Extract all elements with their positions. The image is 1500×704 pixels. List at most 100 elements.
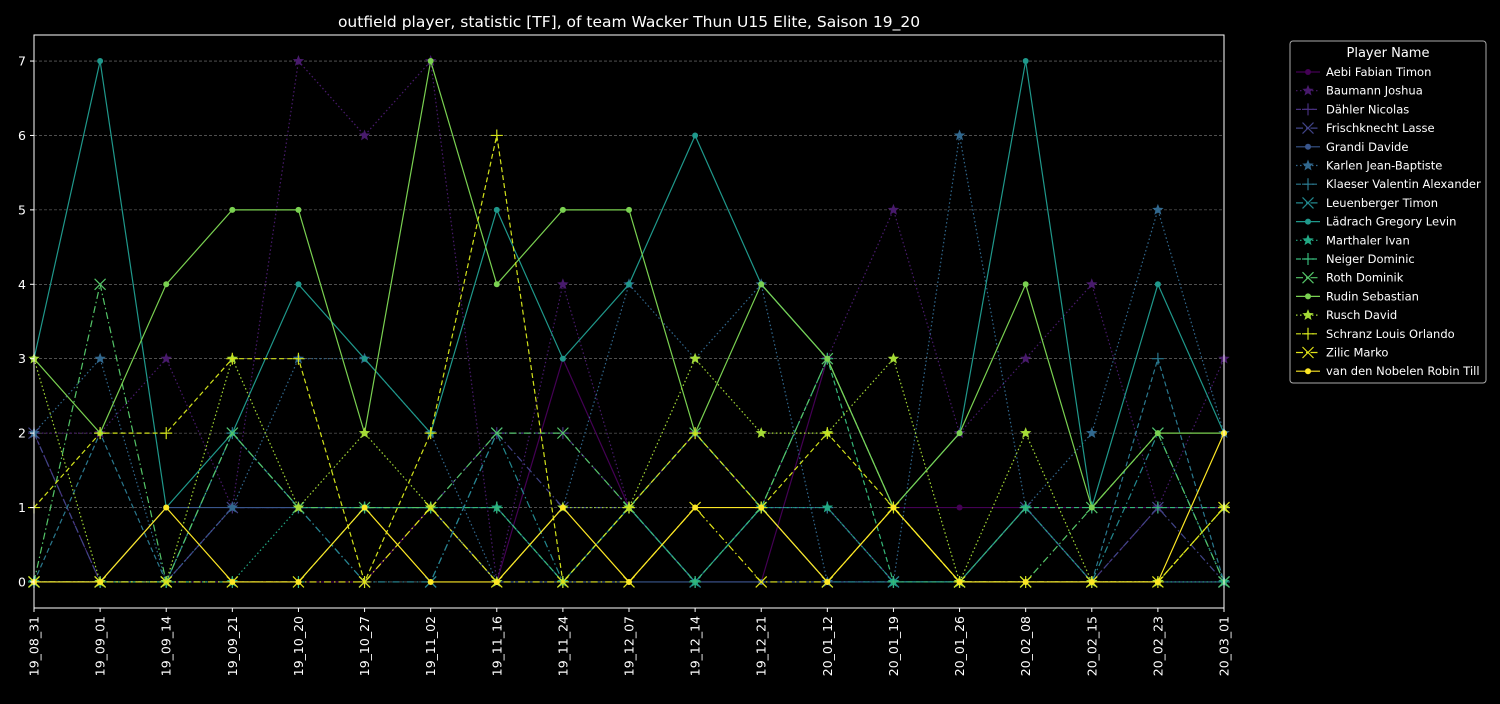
x-tick-label-3: 19_09_21: [225, 616, 240, 676]
data-point-10-17: [1151, 501, 1164, 514]
y-tick-label-4: 4: [18, 277, 26, 292]
legend-label-7: Leuenberger Timon: [1326, 196, 1438, 210]
data-point-16-8: [559, 504, 566, 511]
legend-label-9: Marthaler Ivan: [1326, 233, 1410, 247]
x-tick-label-1: 19_09_01: [93, 616, 108, 676]
legend-marker-13: [1302, 309, 1314, 320]
x-tick-label-18: 20_03_01: [1217, 616, 1232, 676]
legend-label-16: van den Nobelen Robin Till: [1326, 364, 1480, 378]
data-point-13-4: [292, 501, 305, 513]
data-point-0-14: [956, 504, 963, 511]
data-point-10-7: [490, 501, 503, 514]
series-16: [31, 430, 1227, 585]
data-point-8-4: [295, 281, 302, 288]
legend-label-8: Lädrach Gregory Levin: [1326, 215, 1456, 229]
legend-box: [1289, 40, 1487, 384]
x-tick-label-5: 19_10_27: [357, 616, 372, 676]
data-point-14-4: [292, 352, 305, 365]
legend-marker-1: [1302, 84, 1314, 96]
data-point-1-16: [1086, 278, 1098, 290]
data-point-15-6: [424, 501, 437, 514]
legend-label-3: Frischknecht Lasse: [1326, 121, 1435, 135]
data-point-14-1: [94, 427, 107, 440]
legend-item-5: Karlen Jean-Baptiste: [1296, 159, 1442, 173]
data-point-11-7: [490, 427, 503, 440]
data-point-16-11: [758, 504, 765, 511]
x-tick-label-12: 20_01_12: [820, 616, 835, 676]
legend-label-12: Rudin Sebastian: [1326, 289, 1419, 303]
data-point-12-14: [956, 430, 963, 437]
data-point-15-5: [358, 576, 371, 588]
x-tick-label-17: 20_02_23: [1150, 616, 1165, 676]
legend: Player Name Aebi Fabian Timon Baumann Jos…: [1289, 40, 1487, 384]
data-point-12-4: [295, 206, 302, 213]
data-point-5-3: [226, 501, 239, 513]
chart-title: outfield player, statistic [TF], of team…: [338, 13, 920, 32]
legend-item-0: Aebi Fabian Timon: [1296, 65, 1431, 79]
data-point-5-14: [953, 129, 966, 141]
legend-label-0: Aebi Fabian Timon: [1326, 65, 1431, 79]
legend-item-14: Schranz Louis Orlando: [1296, 327, 1455, 341]
data-point-13-10: [689, 352, 701, 364]
data-point-13-13: [887, 352, 900, 364]
data-point-14-3: [226, 352, 239, 365]
data-point-10-10: [689, 575, 702, 588]
legend-item-16: van den Nobelen Robin Till: [1296, 364, 1480, 378]
data-point-16-16: [1088, 578, 1095, 585]
legend-title: Player Name: [1347, 46, 1430, 61]
x-tick-label-10: 19_12_14: [688, 616, 703, 676]
y-tick-label-3: 3: [18, 351, 26, 366]
data-point-12-6: [427, 58, 434, 65]
data-point-10-15: [1019, 501, 1032, 514]
data-point-14-9: [623, 501, 635, 514]
legend-marker-11: [1302, 271, 1314, 284]
legend-item-11: Roth Dominik: [1296, 271, 1404, 285]
data-point-5-17: [1152, 203, 1164, 215]
legend-marker-8: [1305, 218, 1311, 225]
legend-marker-12: [1305, 293, 1311, 300]
data-point-8-15: [1022, 58, 1029, 65]
y-tick-label-1: 1: [18, 500, 26, 515]
data-point-16-4: [295, 578, 302, 585]
data-point-12-7: [493, 281, 500, 288]
data-point-1-4: [292, 55, 305, 66]
data-point-6-17: [1151, 352, 1164, 365]
legend-item-7: Leuenberger Timon: [1296, 196, 1438, 210]
legend-label-11: Roth Dominik: [1326, 271, 1404, 285]
data-point-14-12: [821, 427, 834, 440]
legend-label-2: Dähler Nicolas: [1326, 102, 1409, 116]
data-point-11-1: [94, 278, 107, 291]
data-point-12-17: [1154, 430, 1161, 437]
legend-item-10: Neiger Dominic: [1296, 252, 1415, 266]
legend-item-6: Klaeser Valentin Alexander: [1296, 177, 1481, 191]
data-point-11-3: [226, 427, 239, 440]
data-point-1-13: [887, 203, 900, 215]
legend-item-13: Rusch David: [1296, 308, 1397, 322]
legend-marker-14: [1302, 327, 1314, 340]
data-point-16-14: [956, 578, 963, 585]
legend-marker-5: [1302, 159, 1314, 171]
legend-item-15: Zilic Marko: [1296, 346, 1388, 360]
data-point-13-11: [755, 427, 767, 438]
data-point-16-13: [890, 504, 897, 511]
x-tick-label-2: 19_09_14: [159, 616, 174, 676]
data-point-5-16: [1086, 427, 1098, 438]
data-point-15-11: [755, 576, 768, 588]
series-group: [28, 55, 1230, 588]
y-tick-label-6: 6: [18, 128, 26, 143]
data-point-12-2: [163, 281, 170, 288]
x-tick-label-14: 20_01_26: [952, 616, 967, 676]
legend-label-15: Zilic Marko: [1326, 346, 1388, 360]
legend-marker-6: [1302, 178, 1314, 191]
data-point-8-5: [361, 355, 368, 362]
data-point-16-3: [229, 578, 236, 585]
legend-marker-0: [1305, 69, 1311, 75]
data-point-10-13: [887, 575, 900, 588]
data-point-8-17: [1154, 281, 1161, 288]
x-tick-label-15: 20_02_08: [1018, 616, 1033, 676]
data-point-16-15: [1022, 578, 1029, 585]
x-tick-label-6: 19_11_02: [423, 616, 438, 676]
legend-item-3: Frischknecht Lasse: [1296, 121, 1435, 135]
